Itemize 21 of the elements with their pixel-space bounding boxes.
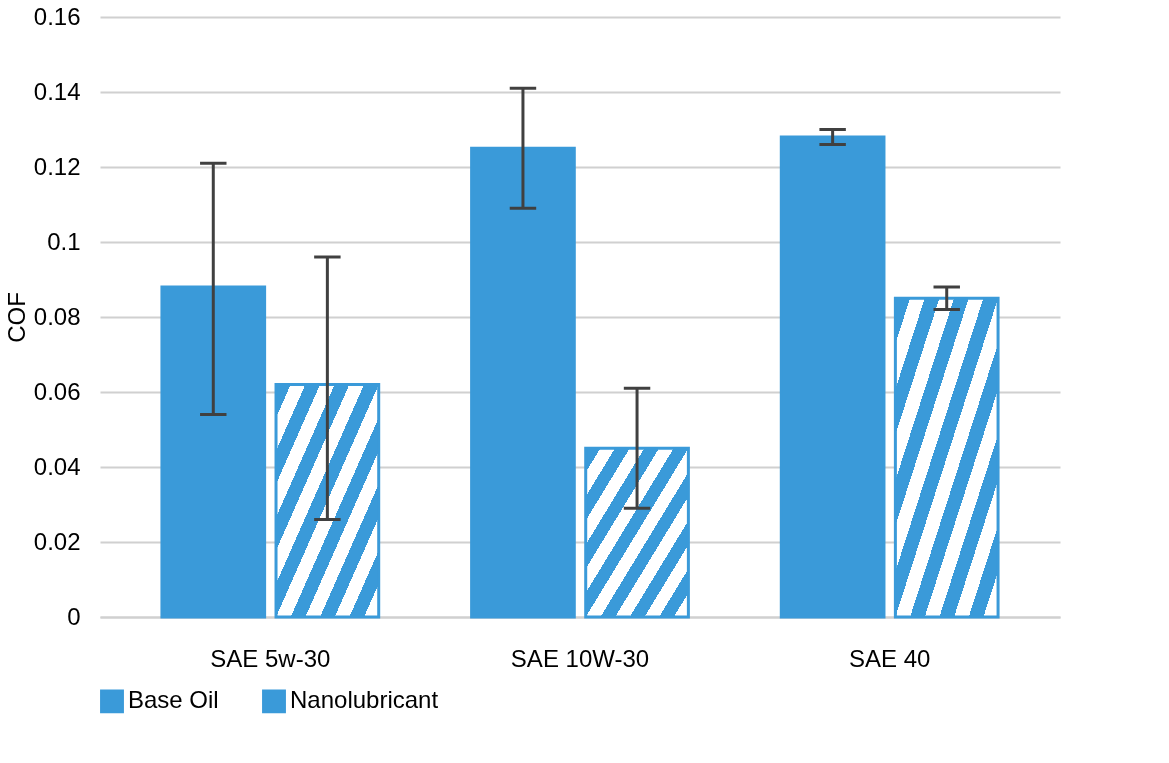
- legend-label: Nanolubricant: [290, 686, 439, 714]
- x-tick-label: SAE 10W-30: [510, 644, 650, 672]
- y-axis-title: COF: [2, 292, 30, 343]
- x-tick-label: SAE 5w-30: [210, 644, 331, 672]
- y-tick-label: 0: [67, 602, 81, 630]
- y-tick-label: 0.16: [33, 2, 81, 30]
- bar: [779, 135, 886, 619]
- x-tick-label: SAE 40: [848, 644, 931, 672]
- bar: [160, 285, 267, 619]
- y-tick-label: 0.04: [33, 452, 81, 480]
- y-tick-label: 0.08: [33, 302, 81, 330]
- y-tick-label: 0.1: [47, 227, 81, 255]
- bar: [470, 146, 576, 619]
- y-tick-label: 0.06: [33, 377, 81, 405]
- y-tick-label: 0.12: [33, 152, 81, 180]
- bar: [584, 446, 690, 619]
- legend-label: Base Oil: [128, 686, 219, 714]
- y-tick-label: 0.14: [33, 77, 81, 105]
- y-tick-label: 0.02: [33, 527, 81, 555]
- bar: [274, 383, 381, 619]
- bar: [893, 296, 1000, 619]
